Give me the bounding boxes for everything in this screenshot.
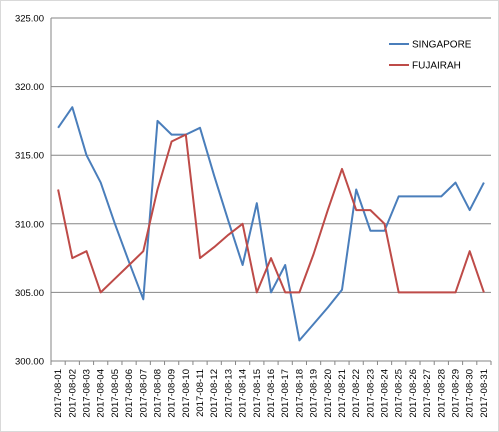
x-tick-label: 2017-08-04 [96,369,107,418]
x-tick-label: 2017-08-29 [451,369,462,418]
x-tick-label: 2017-08-31 [479,369,490,418]
legend: SINGAPORE FUJAIRAH [389,40,472,72]
x-tick-label: 2017-08-26 [408,369,419,418]
series-line-fujairah [57,133,485,294]
x-tick-label: 2017-08-20 [323,369,334,418]
legend-label: SINGAPORE [412,40,472,51]
x-tick-label: 2017-08-30 [465,369,476,418]
gridlines [50,17,491,362]
x-tick-label: 2017-08-18 [294,369,305,418]
y-axis-tick-labels: 300.00 305.00 310.00 315.00 320.00 325.00 [15,14,44,368]
legend-label: FUJAIRAH [412,61,461,72]
x-tick-label: 2017-08-09 [167,369,178,418]
x-tick-label: 2017-08-11 [195,369,206,417]
y-tick-label: 315.00 [15,151,44,162]
x-tick-label: 2017-08-28 [436,369,447,418]
x-tick-label: 2017-08-01 [53,369,64,418]
x-tick-label: 2017-08-24 [380,369,391,418]
x-tick-label: 2017-08-16 [266,369,277,418]
y-tick-label: 325.00 [15,14,44,25]
x-tick-label: 2017-08-27 [422,369,433,418]
x-tick-label: 2017-08-14 [238,369,249,418]
x-tick-label: 2017-08-12 [209,369,220,418]
x-tick-label: 2017-08-02 [67,369,78,418]
x-tick-label: 2017-08-08 [152,369,163,418]
y-tick-label: 305.00 [15,288,44,299]
x-tick-label: 2017-08-05 [110,369,121,418]
x-tick-label: 2017-08-25 [394,369,405,418]
y-tick-label: 300.00 [15,357,44,368]
x-tick-label: 2017-08-13 [223,369,234,418]
x-tick-label: 2017-08-21 [337,369,348,418]
y-tick-label: 310.00 [15,219,44,230]
x-tick-label: 2017-08-23 [365,369,376,418]
x-tick-label: 2017-08-06 [124,369,135,418]
x-tick-label: 2017-08-10 [181,369,192,418]
x-tick-label: 2017-08-19 [309,369,320,418]
y-tick-label: 320.00 [15,82,44,93]
series-line-singapore [57,106,485,342]
x-tick-label: 2017-08-03 [81,369,92,418]
x-axis-tick-labels: 2017-08-01 2017-08-02 2017-08-03 2017-08-04… [50,361,492,418]
x-tick-label: 2017-08-07 [138,369,149,418]
x-tick-label: 2017-08-22 [351,369,362,418]
x-tick-label: 2017-08-17 [280,369,291,418]
series-lines [57,106,485,342]
x-tick-label: 2017-08-15 [252,369,263,418]
